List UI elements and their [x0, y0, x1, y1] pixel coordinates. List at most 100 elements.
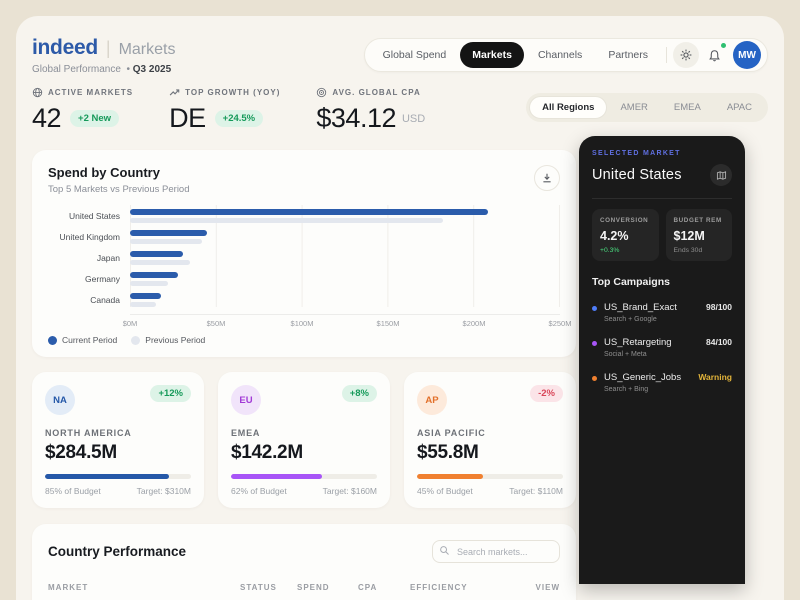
chart-category-label: Germany: [48, 274, 130, 284]
column-spend: SPEND: [297, 583, 358, 592]
campaigns-title: Top Campaigns: [592, 276, 732, 288]
campaign-us-brand-exact[interactable]: US_Brand_ExactSearch + Google98/100: [592, 302, 732, 323]
x-tick: $100M: [291, 319, 314, 328]
column-cpa: CPA: [358, 583, 410, 592]
kpi-unit: USD: [402, 113, 425, 125]
legend-previous-period: Previous Period: [131, 335, 205, 345]
bar-previous-japan: [130, 260, 190, 265]
x-tick: $0M: [123, 319, 138, 328]
avatar[interactable]: MW: [733, 41, 761, 69]
map-button[interactable]: [710, 164, 732, 186]
search-icon: [439, 545, 450, 556]
kpi-value: 42: [32, 103, 61, 134]
notifications-button[interactable]: [701, 42, 727, 68]
chart-category-label: Canada: [48, 295, 130, 305]
bar-current-canada: [130, 293, 161, 299]
search-box: [432, 540, 560, 563]
region-card-emea[interactable]: EU+8%EMEA$142.2M62% of BudgetTarget: $16…: [218, 372, 390, 508]
globe-icon: [32, 87, 43, 98]
nav-item-partners[interactable]: Partners: [596, 42, 660, 68]
kpi-label-text: ACTIVE MARKETS: [48, 88, 133, 97]
chart-legend: Current PeriodPrevious Period: [48, 335, 560, 345]
campaign-us-retargeting[interactable]: US_RetargetingSocial + Meta84/100: [592, 337, 732, 358]
bar-current-japan: [130, 251, 183, 257]
budget-progress: [417, 474, 563, 479]
chart-title: Spend by Country: [48, 165, 190, 180]
budget-progress: [45, 474, 191, 479]
region-cards-row: NA+12%NORTH AMERICA$284.5M85% of BudgetT…: [32, 372, 576, 508]
region-tab-emea[interactable]: EMEA: [661, 96, 714, 119]
region-spend-value: $284.5M: [45, 442, 191, 464]
x-tick: $50M: [207, 319, 226, 328]
bar-previous-germany: [130, 281, 168, 286]
map-icon: [716, 170, 727, 181]
bar-current-germany: [130, 272, 178, 278]
download-button[interactable]: [534, 165, 560, 191]
selected-market-label: SELECTED MARKET: [592, 150, 732, 157]
legend-dot: [48, 336, 57, 345]
campaign-score: Warning: [694, 372, 732, 382]
region-abbr-badge: AP: [417, 385, 447, 415]
logo-block: indeed | Markets Global Performance • Q3…: [32, 36, 175, 75]
region-tabs: All RegionsAMEREMEAAPAC: [526, 93, 768, 122]
period-text: Q3 2025: [133, 64, 171, 75]
search-input[interactable]: [432, 540, 560, 563]
chart-category-label: United States: [48, 211, 130, 221]
kpi-row: ACTIVE MARKETS42+2 NewTOP GROWTH (YOY)DE…: [32, 87, 768, 134]
nav-item-global-spend[interactable]: Global Spend: [371, 42, 459, 68]
region-tab-amer[interactable]: AMER: [607, 96, 660, 119]
chart-header-text: Spend by Country Top 5 Markets vs Previo…: [48, 165, 190, 195]
region-tab-all-regions[interactable]: All Regions: [529, 96, 607, 119]
notification-dot: [721, 43, 726, 48]
bar-previous-united-states: [130, 218, 443, 223]
gear-icon: [680, 49, 692, 61]
campaign-us-generic-jobs[interactable]: US_Generic_Jobs Search + Bing Warning: [592, 372, 732, 393]
table-title: Country Performance: [48, 544, 186, 559]
settings-button[interactable]: [673, 42, 699, 68]
campaign-name: US_Generic_Jobs: [604, 372, 681, 383]
budget-progress-fill: [231, 474, 322, 479]
campaign-channel: Search + Bing: [604, 386, 681, 393]
chart-row-germany: Germany: [48, 272, 560, 286]
region-abbr-badge: NA: [45, 385, 75, 415]
budget-pct-label: 45% of Budget: [417, 486, 473, 496]
change-badge: +8%: [342, 385, 377, 402]
download-icon: [541, 172, 553, 184]
region-name: EMEA: [231, 428, 377, 438]
kpi-top-growth-yoy-: TOP GROWTH (YOY)DE+24.5%: [169, 87, 280, 134]
brand-divider: |: [106, 38, 111, 59]
column-status: STATUS: [240, 583, 297, 592]
region-name: NORTH AMERICA: [45, 428, 191, 438]
column-efficiency: EFFICIENCY: [410, 583, 528, 592]
bar-previous-united-kingdom: [130, 239, 202, 244]
subtitle-text: Global Performance: [32, 64, 121, 75]
region-spend-value: $142.2M: [231, 442, 377, 464]
target-icon: [316, 87, 327, 98]
x-tick: $250M: [549, 319, 572, 328]
campaign-channel: Search + Google: [604, 316, 677, 323]
page-subtitle: Global Performance • Q3 2025: [32, 64, 175, 75]
campaign-dot: [592, 306, 597, 311]
bar-current-united-kingdom: [130, 230, 207, 236]
stat-label: BUDGET REM: [674, 217, 725, 224]
chart-row-united-kingdom: United Kingdom: [48, 230, 560, 244]
campaign-name: US_Retargeting: [604, 337, 672, 348]
bell-icon: [708, 49, 721, 62]
legend-dot: [131, 336, 140, 345]
budget-pct-label: 62% of Budget: [231, 486, 287, 496]
nav-item-channels[interactable]: Channels: [526, 42, 594, 68]
region-card-asia-pacific[interactable]: AP-2%ASIA PACIFIC$55.8M45% of BudgetTarg…: [404, 372, 576, 508]
bar-previous-canada: [130, 302, 156, 307]
chart-row-japan: Japan: [48, 251, 560, 265]
campaign-dot: [592, 376, 597, 381]
target-label: Target: $110M: [509, 486, 563, 496]
campaign-dot: [592, 341, 597, 346]
kpi-badge: +24.5%: [215, 110, 264, 127]
region-tab-apac[interactable]: APAC: [714, 96, 765, 119]
budget-progress-fill: [45, 474, 169, 479]
nav-item-markets[interactable]: Markets: [460, 42, 524, 68]
region-card-north-america[interactable]: NA+12%NORTH AMERICA$284.5M85% of BudgetT…: [32, 372, 204, 508]
nav-divider: [666, 47, 667, 63]
budget-pct-label: 85% of Budget: [45, 486, 101, 496]
stat-label: CONVERSION: [600, 217, 651, 224]
